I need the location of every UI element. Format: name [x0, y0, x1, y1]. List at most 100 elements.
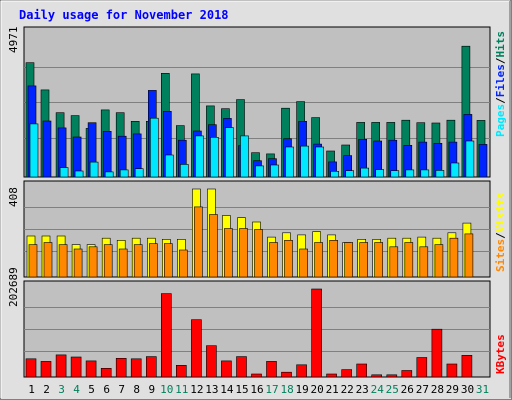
bar-sites-day-18 — [284, 240, 293, 278]
x-tick-label: 12 — [190, 383, 203, 396]
x-tick-label: 2 — [43, 383, 50, 396]
bar-pages-day-8 — [134, 168, 144, 178]
bar-pages-day-11 — [180, 164, 189, 178]
legend-item-kbytes: KBytes — [494, 334, 507, 374]
panel-kbytes: 202689 — [7, 267, 491, 378]
bar-pages-day-29 — [450, 162, 460, 178]
legend-separator: / — [494, 97, 507, 104]
x-tick-label: 3 — [58, 383, 65, 396]
bar-kbytes-day-22 — [341, 369, 353, 378]
x-tick-label: 18 — [280, 383, 293, 396]
bar-pages-day-3 — [59, 167, 69, 178]
x-tick-label: 15 — [235, 383, 248, 396]
panel-max-label: 4971 — [7, 27, 20, 54]
x-tick-label: 11 — [175, 383, 188, 396]
panel-max-label: 408 — [7, 187, 20, 207]
chart-title: Daily usage for November 2018 — [19, 8, 229, 22]
x-tick-label: 24 — [371, 383, 385, 396]
bar-sites-day-20 — [314, 242, 323, 278]
bar-sites-day-12 — [194, 206, 203, 278]
bar-sites-day-19 — [299, 248, 308, 278]
legend-item-files: Files — [494, 64, 507, 97]
bar-kbytes-day-26 — [401, 370, 413, 378]
x-tick-label: 10 — [160, 383, 173, 396]
bar-kbytes-day-7 — [115, 357, 127, 378]
bar-kbytes-day-27 — [416, 357, 428, 378]
bar-kbytes-day-1 — [25, 358, 37, 378]
bar-kbytes-day-12 — [191, 319, 202, 378]
x-tick-label: 30 — [461, 383, 474, 396]
bar-pages-day-22 — [345, 170, 355, 178]
x-axis-labels: 1 2 3 4 5 6 7 8 9 10 11 12 13 14 15 16 17 18 19 20 21 22 23 24 2… — [28, 383, 489, 396]
bar-pages-day-25 — [390, 170, 400, 178]
bar-pages-day-18 — [285, 146, 294, 178]
bar-pages-day-7 — [119, 169, 129, 178]
x-tick-label: 6 — [103, 383, 110, 396]
x-tick-label: 7 — [118, 383, 125, 396]
bar-kbytes-day-4 — [70, 356, 82, 378]
bar-sites-day-13 — [209, 214, 218, 278]
legend-item-pages: Pages — [494, 104, 507, 137]
bar-kbytes-day-5 — [85, 360, 97, 378]
x-tick-label: 17 — [265, 383, 278, 396]
bar-pages-day-24 — [375, 169, 385, 178]
x-tick-label: 19 — [295, 383, 308, 396]
panel-visits: 408 — [7, 180, 491, 278]
bar-pages-day-12 — [195, 135, 204, 178]
bar-sites-day-6 — [103, 244, 113, 278]
bar-sites-day-25 — [389, 246, 399, 278]
legend-1: Sites/Visits — [494, 193, 507, 273]
legend-separator: / — [494, 57, 507, 64]
bar-pages-day-16 — [255, 165, 264, 178]
x-tick-label: 1 — [28, 383, 35, 396]
bar-sites-day-29 — [449, 237, 459, 278]
bar-sites-day-24 — [374, 242, 384, 278]
bar-sites-day-3 — [58, 244, 68, 278]
x-tick-label: 4 — [73, 383, 80, 396]
bar-kbytes-day-10 — [161, 293, 172, 378]
x-tick-label: 13 — [205, 383, 218, 396]
legend-item-sites: Sites — [494, 239, 507, 272]
bar-pages-day-27 — [420, 169, 430, 178]
bar-pages-day-17 — [270, 164, 279, 178]
bar-sites-day-10 — [164, 243, 173, 278]
x-tick-label: 23 — [356, 383, 369, 396]
bar-sites-day-2 — [43, 242, 53, 278]
x-tick-label: 28 — [431, 383, 444, 396]
bar-pages-day-6 — [104, 171, 114, 178]
x-tick-label: 5 — [88, 383, 95, 396]
bar-pages-day-10 — [165, 154, 174, 178]
x-tick-label: 22 — [341, 383, 354, 396]
bar-files-day-31 — [478, 144, 488, 178]
bar-kbytes-day-13 — [206, 345, 217, 378]
bar-kbytes-day-17 — [266, 361, 277, 378]
bar-pages-day-30 — [465, 140, 475, 178]
bar-kbytes-day-6 — [100, 367, 112, 378]
bar-sites-day-4 — [73, 248, 83, 278]
bar-pages-day-5 — [89, 161, 99, 178]
bar-sites-day-7 — [118, 248, 128, 278]
bar-kbytes-day-20 — [311, 288, 322, 378]
bar-kbytes-day-25 — [386, 374, 398, 378]
bar-pages-day-13 — [210, 137, 219, 178]
bar-sites-day-30 — [464, 233, 474, 278]
bar-pages-day-28 — [435, 170, 445, 178]
bar-files-day-6 — [102, 131, 112, 178]
bar-sites-day-22 — [344, 242, 354, 278]
bar-kbytes-day-11 — [176, 364, 187, 378]
bar-sites-day-27 — [419, 246, 429, 278]
bar-sites-day-8 — [133, 244, 143, 278]
legend-item-visits: Visits — [494, 193, 507, 233]
bar-pages-day-1 — [29, 123, 39, 178]
bar-kbytes-day-3 — [55, 354, 67, 378]
legend-item-hits: Hits — [494, 31, 507, 58]
bar-kbytes-day-28 — [431, 328, 443, 378]
chart-panels: 4971 408 202689 — [7, 26, 491, 378]
legend-separator: / — [494, 232, 507, 239]
x-tick-label: 8 — [133, 383, 140, 396]
bar-kbytes-day-21 — [326, 373, 337, 378]
x-tick-label: 26 — [401, 383, 414, 396]
bar-sites-day-21 — [329, 240, 338, 278]
bar-kbytes-day-19 — [296, 364, 307, 378]
